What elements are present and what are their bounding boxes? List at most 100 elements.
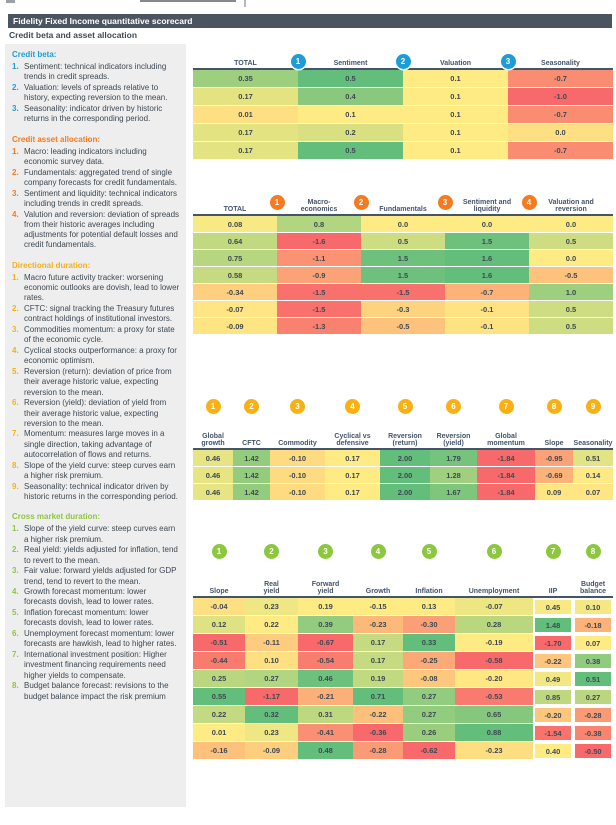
column-header: Cyclical vs defensive [334, 433, 371, 447]
heatmap-cell: -0.50 [573, 742, 613, 760]
definition-text: Budget balance forecast: revisions to th… [24, 681, 169, 701]
heatmap-cell: 1.5 [445, 233, 529, 250]
number-badge: 9 [585, 399, 601, 414]
definition-item: 4. Cyclical stocks outperformance: a prox… [12, 346, 180, 366]
heatmap-cell: 0.13 [403, 598, 455, 616]
definition-item: 3. Commodities momentum: a proxy for stat… [12, 325, 180, 345]
definition-number: 1. [12, 524, 19, 534]
table-row: 0.08 0.8 0.0 0.0 0.0 [193, 216, 613, 233]
heatmap-cell: -1.17 [245, 688, 298, 706]
heatmap-cell: 0.1 [403, 124, 508, 142]
heatmap-cell: 0.22 [245, 616, 298, 634]
heatmap-cell: 0.17 [353, 634, 403, 652]
heatmap-cell: 0.17 [325, 484, 380, 501]
heatmap-cell: 0.88 [455, 724, 533, 742]
column-header: Slope [209, 588, 229, 595]
column-header: Growth [365, 588, 391, 595]
table-row: 0.12 0.22 0.39 -0.23 -0.30 0.28 1.48 -0.18 [193, 616, 613, 634]
heatmap-cell: -0.11 [245, 634, 298, 652]
heatmap-cell: 0.38 [573, 652, 613, 670]
table-row: -0.07 -1.5 -0.3 -0.1 0.5 [193, 301, 613, 318]
definition-text: Real yield: yields adjusted for inflatio… [24, 545, 178, 565]
heatmap-cell: 0.10 [245, 652, 298, 670]
heatmap-cell: 0.01 [193, 106, 298, 124]
heatmap-cell: 0.5 [298, 70, 403, 88]
column-header: Forward yield [311, 581, 340, 595]
table-row: 0.17 0.2 0.1 0.0 [193, 124, 613, 142]
definition-number: 5. [12, 367, 19, 377]
heatmap-cell: 1.42 [233, 484, 270, 501]
heatmap-cell: 2.00 [380, 450, 430, 467]
heatmap-cell: -1.0 [508, 88, 613, 106]
column-header: Global momentum [487, 433, 525, 447]
column-header: Macro- economics [300, 199, 338, 213]
definition-item: 1. Macro future activity tracker: worseni… [12, 273, 180, 304]
table-row: 0.17 0.5 0.1 -0.7 [193, 142, 613, 160]
heatmap-cell: 0.5 [529, 233, 613, 250]
number-badge: 3 [437, 194, 453, 210]
definition-number: 3. [12, 188, 19, 198]
table-row: 0.01 0.23 -0.41 -0.36 0.26 0.88 -1.54 -0.38 [193, 724, 613, 742]
number-badge: 3 [290, 399, 305, 414]
heatmap-cell: -0.44 [193, 652, 245, 670]
heatmap-cell: -0.28 [353, 742, 403, 760]
heatmap-cell: 0.23 [245, 724, 298, 742]
table-row: 0.01 0.1 0.1 -0.7 [193, 106, 613, 124]
heatmap-cell: 1.6 [445, 250, 529, 267]
definition-text: Reversion (yield): deviation of yield fr… [24, 398, 167, 428]
heatmap-cell: -1.70 [533, 634, 573, 652]
definition-text: Valuation: levels of spreads relative to… [24, 83, 168, 103]
definition-item: 7. Momentum: measures large moves in a si… [12, 429, 180, 460]
sidebar-section-heading: Credit beta: [12, 50, 57, 59]
cropped-content-artifact [6, 0, 15, 3]
number-badge: 2 [244, 399, 259, 414]
table-row: 0.22 0.32 0.31 -0.22 0.27 0.65 -0.20 -0.28 [193, 706, 613, 724]
heatmap-table-credit-asset-allocation: TOTAL Macro- economics Fundamentals Sentime… [193, 190, 613, 335]
number-badge: 4 [521, 194, 537, 210]
sidebar-section-heading: Cross market duration: [12, 512, 101, 522]
heatmap-cell: -0.62 [403, 742, 455, 760]
definition-text: CFTC: signal tracking the Treasury futur… [24, 304, 175, 324]
heatmap-cell: 0.07 [573, 634, 613, 652]
heatmap-cell: -0.41 [298, 724, 353, 742]
heatmap-cell: -0.67 [298, 634, 353, 652]
heatmap-cell: -0.58 [455, 652, 533, 670]
heatmap-cell: 0.27 [573, 688, 613, 706]
heatmap-cell: -0.7 [445, 284, 529, 301]
heatmap-cell: 0.07 [573, 484, 613, 501]
definition-number: 9. [12, 481, 19, 491]
table-row: 0.25 0.27 0.46 0.19 -0.08 -0.20 0.49 0.51 [193, 670, 613, 688]
heatmap-cell: -0.54 [298, 652, 353, 670]
number-badge: 2 [395, 54, 411, 69]
definition-number: 6. [12, 398, 19, 408]
heatmap-cell: -0.34 [193, 284, 277, 301]
column-header: Sentiment and liquidity [462, 199, 512, 213]
cropped-content-artifact [244, 0, 246, 7]
heatmap-cell: 0.39 [298, 616, 353, 634]
sidebar-definitions: Credit beta: 1. Sentiment: technical indic… [5, 44, 186, 807]
definition-text: Fundamentals: aggregated trend of single… [24, 167, 177, 188]
heatmap-cell: 0.27 [403, 688, 455, 706]
heatmap-cell: -0.5 [529, 267, 613, 284]
section-subtitle: Credit beta and asset allocation [9, 30, 138, 40]
heatmap-cell: 0.32 [245, 706, 298, 724]
number-badge: 1 [205, 399, 221, 414]
heatmap-cell: 0.8 [277, 216, 361, 233]
heatmap-cell: 1.5 [361, 250, 445, 267]
heatmap-cell: -0.1 [445, 301, 529, 318]
column-header: Seasonality [541, 60, 580, 67]
column-header: IIP [548, 588, 558, 595]
definition-item: 8. Budget balance forecast: revisions to … [12, 681, 180, 701]
definition-text: Fair value: forward yields adjusted for … [24, 566, 177, 586]
definition-number: 7. [12, 429, 19, 439]
definition-number: 7. [12, 650, 19, 660]
heatmap-cell: -0.19 [455, 634, 533, 652]
heatmap-cell: -0.23 [455, 742, 533, 760]
heatmap-cell: 0.51 [573, 670, 613, 688]
definition-item: 4. Valution and reversion: deviation of s… [12, 210, 180, 251]
definition-item: 5. Reversion (return): deviation of price… [12, 367, 180, 398]
heatmap-cell: 0.51 [573, 450, 613, 467]
heatmap-cell: 0.27 [403, 706, 455, 724]
heatmap-cell: 0.5 [529, 301, 613, 318]
heatmap-cell: 0.19 [298, 598, 353, 616]
